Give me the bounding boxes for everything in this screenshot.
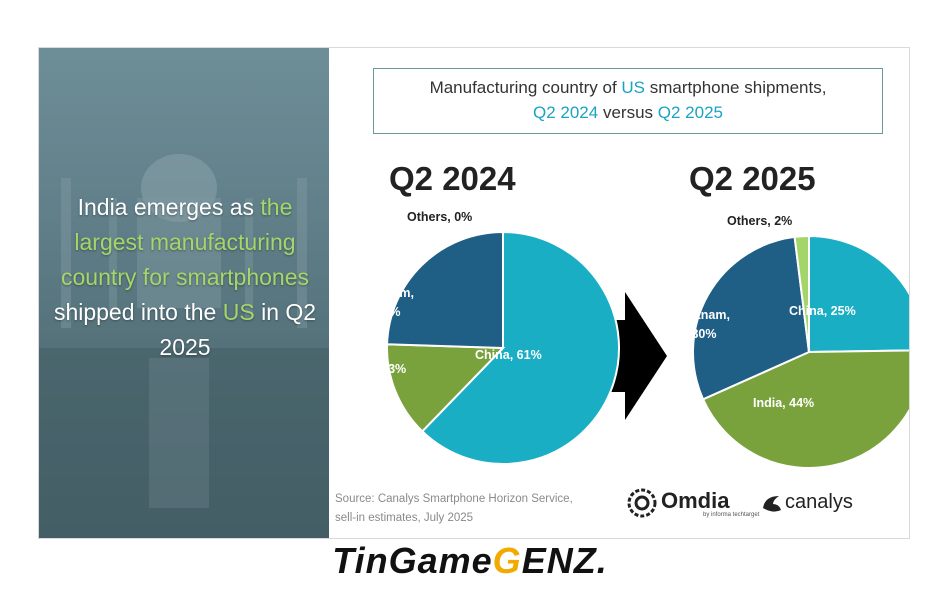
headline-part-3: in Q2 2025 — [159, 299, 317, 360]
omdia-logo-text: Omdia — [661, 488, 730, 513]
label-2025-india: India, 44% — [753, 396, 815, 410]
label-2024-others: Others, 0% — [407, 210, 473, 224]
pie-slice-vietnam-2025 — [692, 235, 811, 401]
infographic-card: India emerges as the largest manufacturi… — [38, 47, 910, 539]
omdia-logo-subtext: by informa techtarget — [703, 512, 760, 518]
chart-title-line-1: Manufacturing country of US smartphone s… — [374, 75, 882, 100]
title-text-versus: versus — [598, 103, 658, 122]
omdia-logo-icon — [627, 488, 657, 518]
watermark-part-c: ENZ. — [521, 540, 608, 581]
title-text-c: smartphone shipments, — [645, 78, 827, 97]
headline-highlight-1: the largest manufacturing country for sm… — [60, 194, 309, 290]
title-accent-q2-2025: Q2 2025 — [657, 103, 723, 122]
headline-highlight-2: US — [222, 299, 255, 325]
label-2025-china: China, 25% — [789, 304, 856, 318]
watermark-part-b: G — [492, 540, 522, 581]
taj-mahal-image — [39, 48, 329, 538]
label-2025-vietnam-text: Vietnam, 30% — [678, 308, 730, 341]
title-text-a: Manufacturing country of — [429, 78, 622, 97]
label-2024-vietnam-text: Vietnam, 24% — [362, 286, 414, 319]
label-2025-others: Others, 2% — [727, 214, 793, 228]
canalys-logo-text: canalys — [785, 491, 853, 513]
pie-title-2025: Q2 2025 — [689, 160, 816, 197]
pie-slice-india-2025 — [701, 349, 909, 468]
source-note: Source: Canalys Smartphone Horizon Servi… — [335, 490, 625, 528]
site-watermark: TinGameGENZ. — [0, 540, 940, 582]
label-2025-vietnam: Vietnam, 30% — [669, 306, 739, 344]
label-2024-india: India, 13% — [345, 362, 407, 376]
source-line-1: Source: Canalys Smartphone Horizon Servi… — [335, 493, 573, 505]
title-accent-us: US — [621, 78, 646, 97]
pie-slice-china-2024 — [420, 230, 620, 465]
watermark-part-a: TinGame — [332, 540, 493, 581]
label-2024-vietnam: Vietnam, 24% — [353, 284, 423, 322]
headline-part-1: India emerges as — [77, 194, 261, 220]
chart-panel: Manufacturing country of US smartphone s… — [329, 48, 909, 538]
pie-slice-china-2025 — [808, 234, 909, 354]
hero-image-panel: India emerges as the largest manufacturi… — [39, 48, 329, 538]
pie-slice-others-2025 — [793, 234, 810, 353]
chart-title-box: Manufacturing country of US smartphone s… — [373, 68, 883, 134]
pie-title-2024: Q2 2024 — [389, 160, 516, 197]
pie-slice-vietnam-2024 — [386, 230, 504, 350]
label-2024-china: China, 61% — [475, 348, 542, 362]
pie-slice-india-2024 — [386, 343, 506, 433]
headline-part-2: shipped into the — [53, 299, 223, 325]
headline-text: India emerges as the largest manufacturi… — [47, 190, 323, 365]
chart-title-line-2: Q2 2024 versus Q2 2025 — [374, 100, 882, 125]
source-line-2: sell-in estimates, July 2025 — [335, 512, 474, 524]
pie-charts — [386, 230, 909, 468]
title-accent-q2-2024: Q2 2024 — [533, 103, 599, 122]
canalys-logo-icon — [763, 496, 781, 512]
